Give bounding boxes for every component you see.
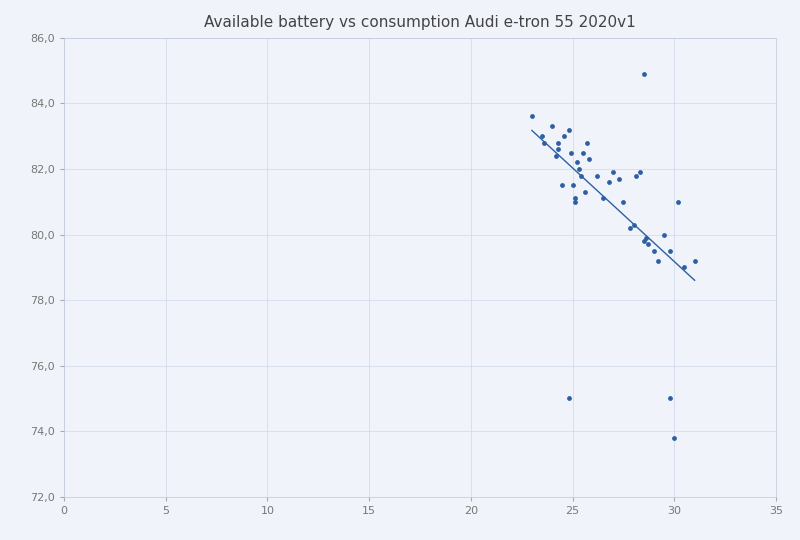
- Title: Available battery vs consumption Audi e-tron 55 2020v1: Available battery vs consumption Audi e-…: [204, 15, 636, 30]
- Point: [607, 168, 620, 177]
- Point: [552, 138, 565, 147]
- Point: [582, 155, 595, 164]
- Point: [570, 158, 583, 167]
- Point: [678, 263, 691, 272]
- Point: [552, 145, 565, 153]
- Point: [568, 194, 581, 203]
- Point: [562, 394, 575, 403]
- Point: [578, 187, 591, 196]
- Point: [630, 171, 642, 180]
- Point: [652, 256, 665, 265]
- Point: [562, 125, 575, 134]
- Point: [638, 237, 650, 245]
- Point: [581, 138, 594, 147]
- Point: [564, 148, 577, 157]
- Point: [576, 148, 589, 157]
- Point: [668, 434, 681, 442]
- Point: [566, 181, 579, 190]
- Point: [536, 132, 549, 140]
- Point: [642, 240, 654, 248]
- Point: [572, 165, 585, 173]
- Point: [568, 198, 581, 206]
- Point: [639, 233, 652, 242]
- Point: [538, 138, 550, 147]
- Point: [613, 174, 626, 183]
- Point: [526, 112, 538, 121]
- Point: [550, 152, 562, 160]
- Point: [664, 247, 677, 255]
- Point: [634, 168, 646, 177]
- Point: [627, 220, 640, 229]
- Point: [623, 224, 636, 232]
- Point: [556, 181, 569, 190]
- Point: [664, 394, 677, 403]
- Point: [617, 198, 630, 206]
- Point: [672, 198, 685, 206]
- Point: [688, 256, 701, 265]
- Point: [590, 171, 603, 180]
- Point: [574, 171, 587, 180]
- Point: [638, 70, 650, 78]
- Point: [647, 247, 660, 255]
- Point: [597, 194, 610, 203]
- Point: [558, 132, 571, 140]
- Point: [546, 122, 558, 131]
- Point: [658, 230, 670, 239]
- Point: [602, 178, 615, 186]
